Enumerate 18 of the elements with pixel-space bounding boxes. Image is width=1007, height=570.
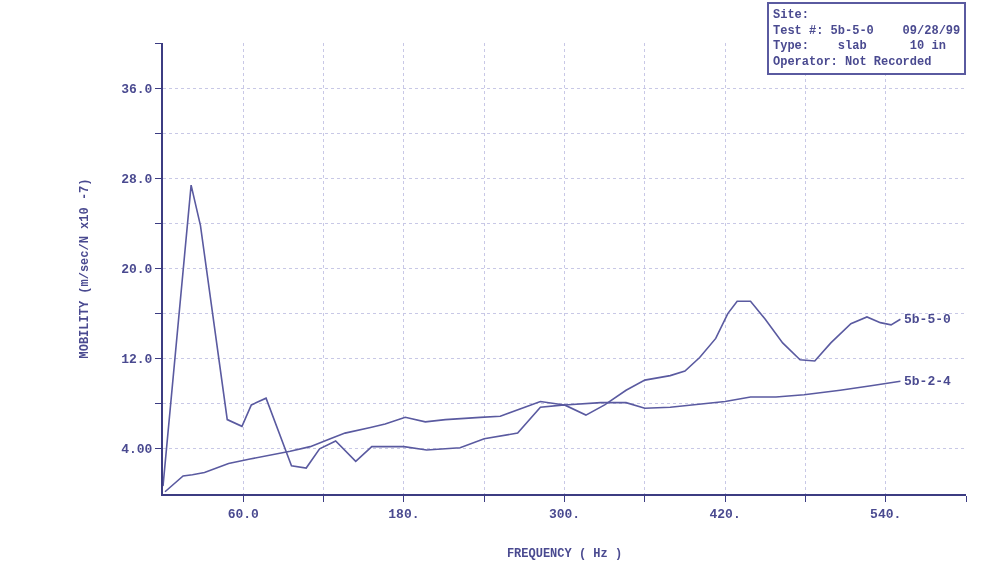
y-axis-title: MOBILITY (m/sec/N x10 -7): [77, 178, 92, 359]
x-axis-title: FREQUENCY ( Hz ): [506, 547, 623, 561]
x-tick-label: 420.: [709, 506, 741, 522]
y-tick-label: 4.00: [121, 442, 153, 458]
y-tick-label: 28.0: [121, 171, 153, 187]
y-tick-label: 36.0: [121, 81, 153, 97]
x-tick-label: 540.: [870, 506, 902, 522]
text: Test #: 5b-5-0 09/28/99: [773, 23, 961, 38]
x-tick-label: 300.: [548, 506, 581, 522]
x-tick-label: 180.: [388, 506, 420, 522]
series-label: 5b-2-4: [904, 374, 952, 389]
annotation: Operator: Not Recorded: [773, 54, 932, 69]
annotation: Type: slab 10 in: [773, 39, 946, 54]
y-tick-label: 20.0: [121, 262, 153, 278]
series-label: 5b-5-0: [904, 312, 952, 327]
text: Site:: [773, 8, 810, 22]
y-tick-label: 12.0: [121, 352, 153, 368]
x-tick-label: 60.0: [227, 506, 260, 522]
